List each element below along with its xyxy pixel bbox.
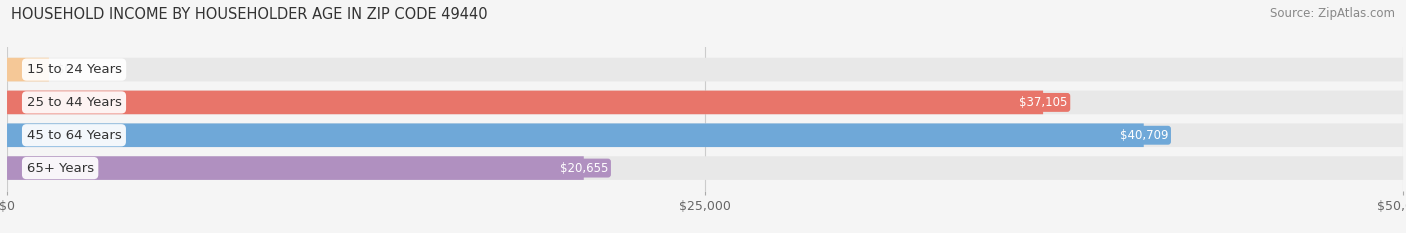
Text: Source: ZipAtlas.com: Source: ZipAtlas.com bbox=[1270, 7, 1395, 20]
FancyBboxPatch shape bbox=[7, 58, 49, 81]
Text: $40,709: $40,709 bbox=[1119, 129, 1168, 142]
FancyBboxPatch shape bbox=[7, 156, 583, 180]
Text: 45 to 64 Years: 45 to 64 Years bbox=[27, 129, 121, 142]
FancyBboxPatch shape bbox=[7, 123, 1403, 147]
FancyBboxPatch shape bbox=[7, 123, 1143, 147]
FancyBboxPatch shape bbox=[7, 91, 1043, 114]
Text: $37,105: $37,105 bbox=[1019, 96, 1067, 109]
FancyBboxPatch shape bbox=[7, 156, 1403, 180]
Text: HOUSEHOLD INCOME BY HOUSEHOLDER AGE IN ZIP CODE 49440: HOUSEHOLD INCOME BY HOUSEHOLDER AGE IN Z… bbox=[11, 7, 488, 22]
Text: 65+ Years: 65+ Years bbox=[27, 161, 94, 175]
FancyBboxPatch shape bbox=[7, 58, 1403, 81]
Text: 15 to 24 Years: 15 to 24 Years bbox=[27, 63, 121, 76]
FancyBboxPatch shape bbox=[7, 91, 1403, 114]
Text: $0: $0 bbox=[58, 63, 72, 76]
Text: 25 to 44 Years: 25 to 44 Years bbox=[27, 96, 121, 109]
Text: $20,655: $20,655 bbox=[560, 161, 607, 175]
